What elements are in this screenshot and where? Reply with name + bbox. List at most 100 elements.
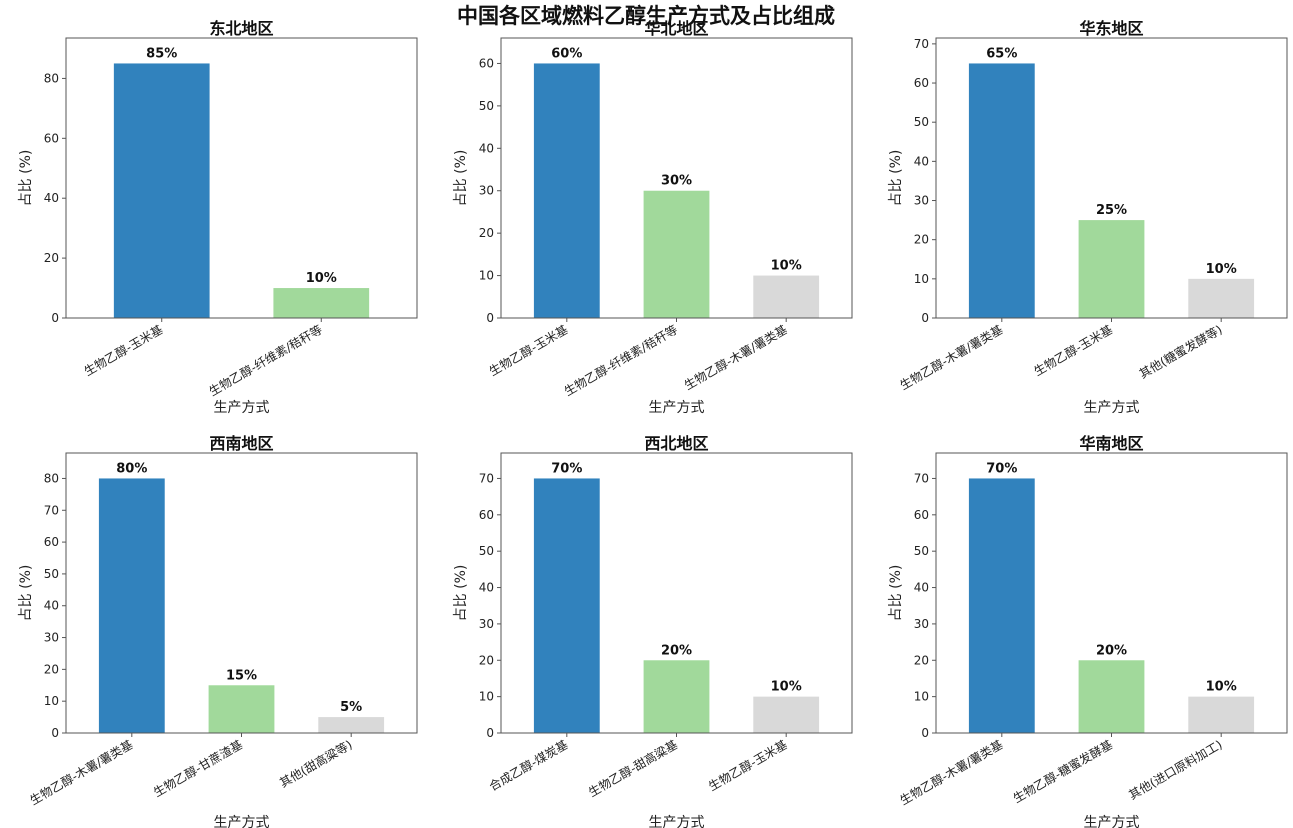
y-tick-label: 50 [914, 544, 929, 558]
x-tick-label: 生物乙醇-玉米基 [81, 322, 165, 379]
data-label: 20% [661, 643, 692, 658]
panel-title: 西北地区 [644, 434, 708, 453]
data-label: 70% [986, 461, 1017, 476]
data-label: 60% [551, 46, 582, 61]
bar [643, 190, 710, 318]
chart-panel: 85% 10% 0 20 40 60 80 生物乙醇-玉米基 生物乙醇-纤维素/秸秆等 东北地区生… [18, 19, 418, 416]
y-tick-label: 30 [479, 184, 494, 198]
y-tick-label: 60 [44, 131, 59, 145]
y-axis-label: 占比 (%) [18, 565, 34, 622]
bar [643, 660, 710, 733]
data-label: 10% [1206, 680, 1237, 695]
data-label: 30% [661, 174, 692, 189]
x-tick-label: 生物乙醇-玉米基 [1031, 322, 1115, 379]
data-label: 10% [306, 271, 337, 286]
bar [533, 63, 600, 318]
y-tick-label: 30 [914, 617, 929, 631]
chart-panel: 60% 30% 10% 0 10 20 30 40 50 60 生物乙醇-玉米基生物乙醇-纤维素/秸… [453, 19, 853, 416]
bar [968, 478, 1035, 733]
y-tick-label: 40 [479, 141, 494, 155]
bar [273, 288, 370, 318]
x-tick-label: 生物乙醇-纤维素/秸秆等 [206, 322, 325, 399]
y-tick-label: 40 [914, 154, 929, 168]
y-tick-label: 60 [914, 508, 929, 522]
y-tick-label: 10 [479, 269, 494, 283]
panel-title: 华南地区 [1079, 434, 1143, 453]
y-tick-label: 20 [914, 653, 929, 667]
data-label: 5% [340, 700, 362, 715]
x-tick-label: 其他(进口原料加工) [1126, 737, 1224, 802]
y-tick-label: 20 [44, 662, 59, 676]
chart-panel: 70% 20% 10% 0 10 20 30 40 50 60 70 生物乙醇-木薯/薯类基 生物乙醇-… [888, 434, 1288, 828]
bar [1188, 278, 1255, 318]
x-tick-label: 生物乙醇-糖蜜发酵基 [1010, 737, 1115, 806]
panel-title: 华北地区 [644, 19, 708, 38]
x-tick-label: 生物乙醇-木薯/薯类基 [27, 737, 135, 808]
y-tick-label: 40 [479, 581, 494, 595]
y-tick-label: 60 [479, 508, 494, 522]
figure-title: 中国各区域燃料乙醇生产方式及占比组成 [457, 4, 835, 28]
y-tick-label: 60 [44, 535, 59, 549]
y-tick-label: 70 [479, 471, 494, 485]
x-tick-label: 生物乙醇-木薯/薯类基 [897, 737, 1005, 808]
y-axis-label: 占比 (%) [453, 150, 469, 207]
y-tick-label: 70 [914, 471, 929, 485]
y-tick-label: 50 [479, 544, 494, 558]
x-tick-label: 生物乙醇-甜高粱基 [586, 737, 680, 800]
x-tick-label: 其他(糖蜜发酵等) [1136, 322, 1224, 382]
y-tick-label: 60 [914, 76, 929, 90]
chart-panel: 70% 20% 10% 0 10 20 30 40 50 60 70 合成乙醇-煤炭基 生物乙醇-甜高粱… [453, 434, 853, 828]
x-tick-label: 生物乙醇-玉米基 [706, 737, 790, 794]
y-tick-label: 0 [51, 726, 59, 740]
data-label: 65% [986, 46, 1017, 61]
y-tick-label: 10 [914, 690, 929, 704]
y-tick-label: 30 [479, 617, 494, 631]
x-axis-label: 生产方式 [1084, 400, 1140, 416]
axes-frame [65, 37, 418, 319]
x-tick-label: 生物乙醇-纤维素/秸秆等 [561, 322, 680, 399]
x-axis-label: 生产方式 [214, 815, 270, 828]
y-axis-label: 占比 (%) [18, 150, 34, 207]
y-tick-label: 20 [479, 226, 494, 240]
x-tick-label: 其他(甜高粱等) [277, 737, 355, 791]
x-tick-label: 生物乙醇-木薯/薯类基 [681, 322, 789, 393]
chart-panel: 80% 15% 5% 0 10 20 30 40 50 60 70 80 生物乙醇-木薯/薯类基 生物乙醇… [18, 434, 418, 828]
panel-title: 西南地区 [209, 434, 273, 453]
y-tick-label: 0 [486, 311, 494, 325]
x-tick-label: 生物乙醇-玉米基 [486, 322, 570, 379]
data-label: 25% [1096, 203, 1127, 218]
panel-title: 华东地区 [1079, 19, 1143, 38]
y-tick-label: 10 [914, 272, 929, 286]
bar [98, 478, 165, 733]
x-tick-label: 生物乙醇-木薯/薯类基 [897, 322, 1005, 393]
panel-title: 东北地区 [209, 19, 273, 38]
bar [113, 63, 210, 318]
y-tick-label: 80 [44, 71, 59, 85]
bar [1078, 660, 1145, 733]
y-tick-label: 0 [921, 311, 929, 325]
y-tick-label: 80 [44, 471, 59, 485]
y-tick-label: 10 [44, 694, 59, 708]
data-label: 70% [551, 461, 582, 476]
bar [318, 717, 385, 733]
y-tick-label: 20 [914, 233, 929, 247]
data-label: 20% [1096, 643, 1127, 658]
y-tick-label: 0 [486, 726, 494, 740]
bar [1188, 696, 1255, 733]
y-tick-label: 50 [914, 115, 929, 129]
data-label: 10% [771, 259, 802, 274]
data-label: 10% [1206, 262, 1237, 277]
y-tick-label: 30 [914, 194, 929, 208]
x-axis-label: 生产方式 [649, 815, 705, 828]
data-label: 85% [146, 46, 177, 61]
bar [533, 478, 600, 733]
bar [968, 63, 1035, 318]
y-tick-label: 0 [921, 726, 929, 740]
y-tick-label: 70 [914, 37, 929, 51]
y-tick-label: 50 [44, 567, 59, 581]
bar [1078, 220, 1145, 318]
y-tick-label: 40 [44, 191, 59, 205]
y-tick-label: 40 [44, 599, 59, 613]
